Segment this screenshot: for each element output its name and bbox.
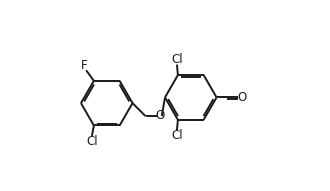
Text: F: F (82, 59, 88, 72)
Text: O: O (237, 91, 247, 104)
Text: O: O (156, 109, 165, 122)
Text: Cl: Cl (171, 53, 183, 66)
Text: Cl: Cl (171, 129, 183, 142)
Text: Cl: Cl (86, 135, 98, 148)
